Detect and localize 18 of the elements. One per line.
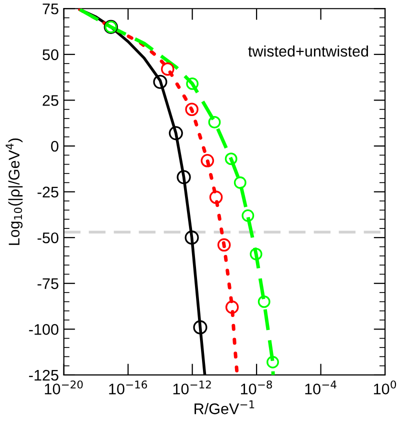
y-tick-label: -50	[38, 232, 58, 244]
x-tick-label: 10$^{−16}$	[109, 380, 148, 394]
x-tick-label: 10$^{0}$	[374, 380, 396, 394]
annotation: twisted+untwisted	[248, 45, 368, 57]
x-tick-label: 10$^{−8}$	[240, 380, 272, 394]
y-tick-label: 25	[42, 95, 58, 106]
x-tick-label: 10$^{−12}$	[173, 380, 211, 394]
y-tick-label: -100	[29, 324, 58, 335]
y-axis-title: Log$_{10}$(|ρ|/GeV$^{4}$)	[6, 138, 23, 245]
x-tick-label: 10$^{−20}$	[44, 380, 83, 394]
x-axis-title: R/GeV$^{−1}$	[194, 400, 254, 414]
y-tick-label: -125	[29, 370, 58, 381]
y-tick-label: 75	[42, 4, 58, 14]
y-tick-label: 0	[51, 140, 58, 152]
x-tick-label: 10$^{−4}$	[305, 380, 336, 394]
y-tick-label: -25	[38, 186, 58, 198]
y-tick-label: 50	[42, 49, 58, 60]
y-tick-label: -75	[38, 278, 58, 290]
